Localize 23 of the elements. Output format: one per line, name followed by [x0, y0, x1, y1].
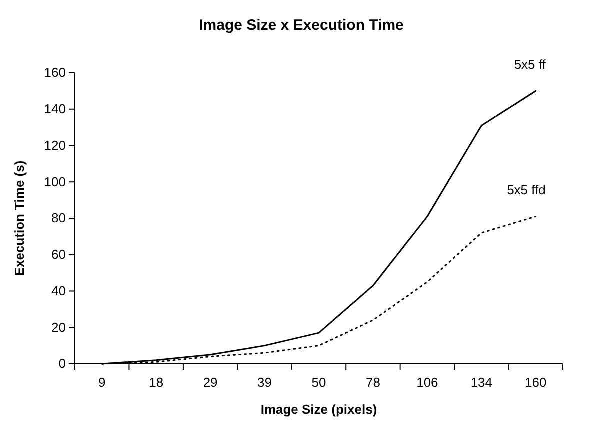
y-tick-label: 160 [44, 65, 66, 80]
y-tick-label: 100 [44, 174, 66, 190]
x-tick-label: 18 [149, 375, 164, 390]
chart-title: Image Size x Execution Time [199, 17, 404, 34]
x-tick-label: 50 [312, 375, 326, 390]
series-label: 5x5 ff [514, 57, 546, 72]
x-tick-label: 39 [258, 375, 272, 390]
x-tick-label: 134 [470, 375, 493, 390]
x-tick-label: 29 [203, 375, 218, 390]
y-tick-label: 40 [52, 283, 66, 298]
y-tick-label: 0 [58, 356, 66, 372]
y-tick-label: 120 [44, 138, 66, 153]
y-tick-label: 140 [44, 102, 66, 117]
x-tick-label: 160 [525, 375, 547, 390]
y-axis-title: Execution Time (s) [12, 160, 27, 276]
x-tick-label: 9 [98, 375, 106, 390]
y-tick-label: 60 [52, 247, 66, 262]
x-axis-title: Image Size (pixels) [260, 402, 378, 417]
x-tick-label: 106 [416, 375, 438, 390]
y-tick-label: 20 [52, 320, 66, 335]
series-label: 5x5 ffd [507, 182, 546, 198]
x-tick-label: 78 [366, 375, 380, 390]
y-tick-label: 80 [52, 210, 66, 226]
